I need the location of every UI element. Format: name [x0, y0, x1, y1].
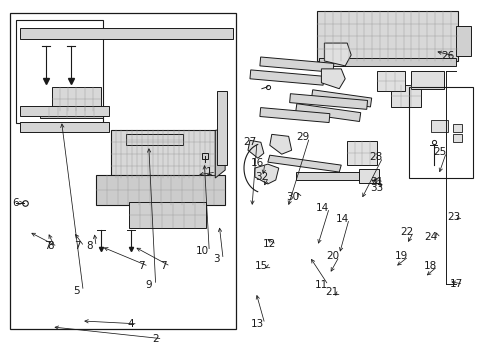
Bar [51, 87, 101, 111]
Text: 19: 19 [394, 251, 407, 261]
Polygon shape [259, 108, 329, 122]
Text: 8: 8 [86, 242, 92, 252]
Text: 18: 18 [423, 261, 436, 271]
Text: 28: 28 [368, 152, 382, 162]
Text: 7: 7 [138, 261, 145, 271]
Text: 27: 27 [243, 137, 256, 147]
Text: 14: 14 [315, 203, 328, 213]
Text: 31: 31 [369, 177, 383, 187]
Text: 12: 12 [263, 239, 276, 249]
Text: 32: 32 [255, 172, 268, 182]
Text: 9: 9 [145, 280, 152, 290]
Text: 6: 6 [12, 198, 19, 208]
Text: 26: 26 [440, 51, 453, 61]
Polygon shape [267, 155, 341, 172]
Bar [129, 202, 206, 228]
Bar [390, 85, 420, 107]
Bar [455, 26, 470, 56]
Bar [452, 134, 461, 142]
Bar [111, 130, 215, 178]
Bar [217, 91, 226, 165]
Text: 29: 29 [295, 132, 308, 142]
Bar [10, 13, 236, 329]
Text: 22: 22 [399, 226, 412, 237]
Text: 20: 20 [325, 251, 338, 261]
Polygon shape [289, 94, 367, 109]
Text: 14: 14 [335, 214, 348, 224]
Text: 5: 5 [73, 286, 80, 296]
Bar [358, 169, 378, 183]
Text: 7: 7 [74, 242, 81, 252]
Bar [295, 172, 372, 180]
Text: 23: 23 [446, 212, 459, 222]
Bar [408, 87, 472, 178]
Polygon shape [259, 57, 333, 72]
Polygon shape [254, 164, 278, 184]
Polygon shape [324, 43, 350, 66]
Text: 3: 3 [212, 255, 219, 264]
Polygon shape [215, 129, 224, 178]
Polygon shape [311, 90, 371, 107]
Bar [16, 20, 103, 123]
Text: 30: 30 [285, 192, 299, 202]
Text: 21: 21 [325, 287, 338, 297]
Text: 10: 10 [195, 247, 208, 256]
Bar [317, 11, 457, 61]
Text: 2: 2 [152, 334, 159, 344]
Text: 4: 4 [127, 319, 134, 329]
Text: 16: 16 [251, 158, 264, 168]
Text: 7: 7 [160, 261, 166, 271]
Bar [20, 28, 233, 39]
Text: 17: 17 [449, 279, 462, 289]
Text: 25: 25 [432, 147, 445, 157]
Text: 7: 7 [44, 242, 51, 252]
Text: 33: 33 [369, 183, 383, 193]
Text: 13: 13 [251, 319, 264, 329]
Bar [20, 105, 109, 116]
Bar [410, 71, 444, 89]
Polygon shape [247, 140, 264, 158]
Bar [40, 107, 103, 118]
Bar [20, 122, 109, 132]
Bar [452, 125, 461, 132]
Bar [376, 71, 404, 91]
Bar [96, 175, 224, 205]
Polygon shape [321, 69, 345, 89]
Text: 15: 15 [255, 261, 268, 271]
Bar [346, 141, 376, 165]
Text: 11: 11 [314, 280, 327, 290]
Polygon shape [249, 70, 323, 85]
Bar [429, 121, 447, 132]
Text: 8: 8 [47, 242, 54, 252]
Bar [319, 58, 455, 66]
Text: 24: 24 [423, 231, 436, 242]
Polygon shape [269, 134, 291, 154]
Bar [126, 134, 183, 145]
Polygon shape [295, 104, 360, 122]
Text: 1: 1 [205, 167, 212, 177]
